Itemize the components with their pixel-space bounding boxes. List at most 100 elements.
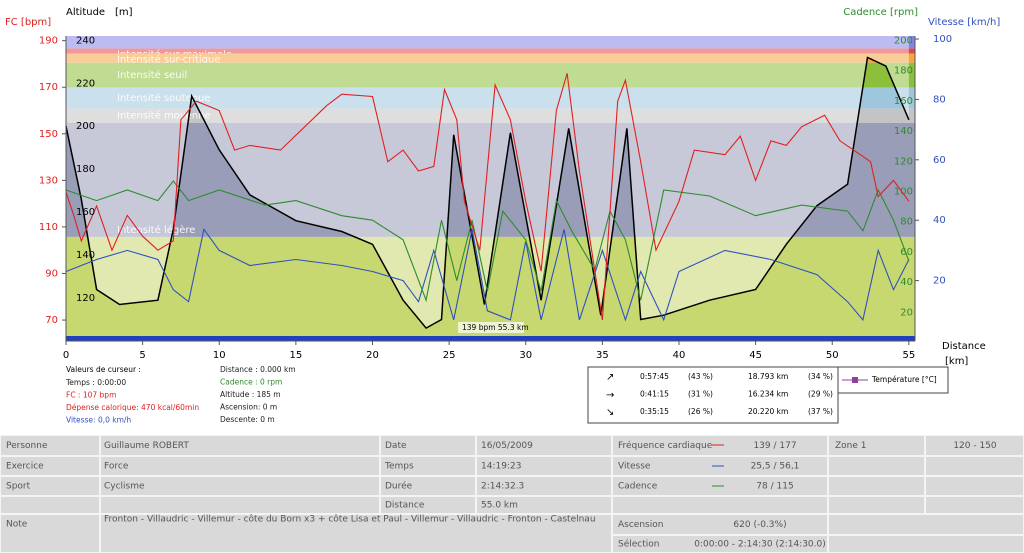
fc-tick-label: 70 bbox=[45, 315, 58, 326]
distance-unit: [km] bbox=[945, 356, 968, 367]
cursor-value: Descente: 0 m bbox=[220, 415, 275, 424]
cadence-tick-label: 140 bbox=[894, 126, 913, 137]
vitesse-tick-label: 40 bbox=[933, 215, 946, 226]
cadence-tick-label: 160 bbox=[894, 96, 913, 107]
legend-text: Température [°C] bbox=[871, 375, 937, 384]
summary-cell: 16.234 km bbox=[748, 390, 788, 399]
table-cell bbox=[828, 456, 925, 476]
fc-tick-label: 90 bbox=[45, 268, 58, 279]
table-text: 139 / 177 bbox=[753, 441, 796, 451]
table-text: Fronton - Villaudric - Villemur - côte d… bbox=[104, 514, 596, 525]
cadence-tick-label: 100 bbox=[894, 187, 913, 198]
table-cell bbox=[476, 476, 612, 496]
series-line bbox=[65, 180, 910, 303]
x-tick-label: 20 bbox=[366, 350, 379, 361]
zone-band bbox=[66, 87, 915, 109]
fc-tick-label: 110 bbox=[39, 222, 58, 233]
altitude-title: Altitude bbox=[66, 7, 105, 18]
x-tick-label: 30 bbox=[519, 350, 532, 361]
zone-band bbox=[66, 48, 915, 54]
x-tick-label: 45 bbox=[749, 350, 762, 361]
arrow-down: ↘ bbox=[606, 407, 614, 418]
table-cell bbox=[380, 476, 476, 496]
altitude-tick-label: 240 bbox=[76, 35, 95, 46]
cadence-tick-label: 180 bbox=[894, 66, 913, 77]
table-cell bbox=[380, 496, 476, 514]
table-text: Force bbox=[104, 462, 129, 472]
legend-marker bbox=[852, 377, 858, 383]
fc-title: FC [bpm] bbox=[5, 17, 51, 28]
table-text: Vitesse bbox=[618, 462, 651, 472]
x-tick-label: 0 bbox=[63, 350, 69, 361]
cadence-tick-label: 60 bbox=[900, 247, 913, 258]
cursor-value: Distance : 0.000 km bbox=[220, 365, 296, 374]
bottom-band bbox=[66, 336, 915, 341]
table-cell bbox=[100, 476, 380, 496]
altitude-tick-label: 180 bbox=[76, 164, 95, 175]
table-text: 620 (-0.3%) bbox=[733, 520, 786, 530]
zone-label: Intensité sur-critique bbox=[117, 54, 221, 66]
x-tick-label: 40 bbox=[673, 350, 686, 361]
table-text: Ascension bbox=[618, 520, 663, 530]
altitude-tick-label: 220 bbox=[76, 78, 95, 89]
cursor-value: Ascension: 0 m bbox=[220, 403, 277, 412]
table-cell bbox=[828, 496, 925, 514]
table-cell bbox=[612, 514, 828, 535]
fc-tick-label: 150 bbox=[39, 129, 58, 140]
table-text: Date bbox=[385, 441, 407, 451]
cadence-tick-label: 40 bbox=[900, 277, 913, 288]
table-cell bbox=[0, 456, 100, 476]
cursor-value: FC : 107 bpm bbox=[66, 391, 116, 400]
summary-cell: 18.793 km bbox=[748, 372, 788, 381]
table-cell bbox=[380, 456, 476, 476]
table-text: 25,5 / 56,1 bbox=[751, 462, 800, 472]
summary-cell: (37 %) bbox=[808, 407, 833, 416]
vitesse-tick-label: 20 bbox=[933, 276, 946, 287]
zone-band bbox=[66, 108, 915, 123]
cadence-tick-label: 80 bbox=[900, 217, 913, 228]
summary-cell: 20.220 km bbox=[748, 407, 788, 416]
vitesse-tick-label: 60 bbox=[933, 155, 946, 166]
table-text: Personne bbox=[6, 441, 48, 451]
table-cell bbox=[612, 496, 828, 514]
table-text: Fréquence cardiaque bbox=[618, 440, 713, 451]
zone-band bbox=[66, 53, 915, 63]
zone-label: Intensité soutenue bbox=[117, 92, 211, 104]
table-cell bbox=[612, 435, 828, 456]
zone-label: Intensité légère bbox=[117, 224, 195, 236]
table-cell bbox=[476, 435, 612, 456]
cadence-tick-label: 120 bbox=[894, 156, 913, 167]
x-tick-label: 50 bbox=[826, 350, 839, 361]
vitesse-tick-label: 100 bbox=[933, 34, 952, 45]
cursor-value: Vitesse: 0,0 km/h bbox=[66, 416, 131, 425]
table-cell bbox=[100, 435, 380, 456]
table-cell bbox=[612, 476, 828, 496]
table-text: 0:00:00 - 2:14:30 (2:14:30.0) bbox=[694, 540, 826, 550]
table-text: 78 / 115 bbox=[756, 482, 793, 492]
table-text: Note bbox=[6, 520, 28, 530]
table-text: Sport bbox=[6, 482, 31, 492]
summary-cell: 0:35:15 bbox=[640, 407, 669, 416]
altitude-tick-label: 200 bbox=[76, 121, 95, 132]
table-cell bbox=[828, 476, 925, 496]
table-text: Temps bbox=[384, 462, 414, 472]
plot: Intensité sur-maximaleIntensité sur-crit… bbox=[65, 36, 915, 341]
summary-cell: (43 %) bbox=[688, 372, 713, 381]
cursor-title: Valeurs de curseur : bbox=[66, 365, 141, 374]
cursor-value: Dépense calorique: 470 kcal/60min bbox=[66, 403, 199, 412]
summary-cell: (34 %) bbox=[808, 372, 833, 381]
table-cell bbox=[612, 456, 828, 476]
table-cell bbox=[0, 435, 100, 456]
annotation-bg bbox=[458, 322, 524, 333]
vitesse-title: Vitesse [km/h] bbox=[928, 17, 1000, 28]
x-tick-label: 55 bbox=[903, 350, 916, 361]
cadence-title: Cadence [rpm] bbox=[843, 7, 918, 18]
table-text: Sélection bbox=[618, 539, 659, 550]
table-text: Zone 1 bbox=[835, 441, 867, 451]
table-cell bbox=[476, 456, 612, 476]
fc-tick-label: 190 bbox=[39, 36, 58, 47]
distance-title: Distance bbox=[942, 341, 986, 352]
summary-cell: 0:41:15 bbox=[640, 390, 669, 399]
table-text: 14:19:23 bbox=[481, 462, 521, 472]
